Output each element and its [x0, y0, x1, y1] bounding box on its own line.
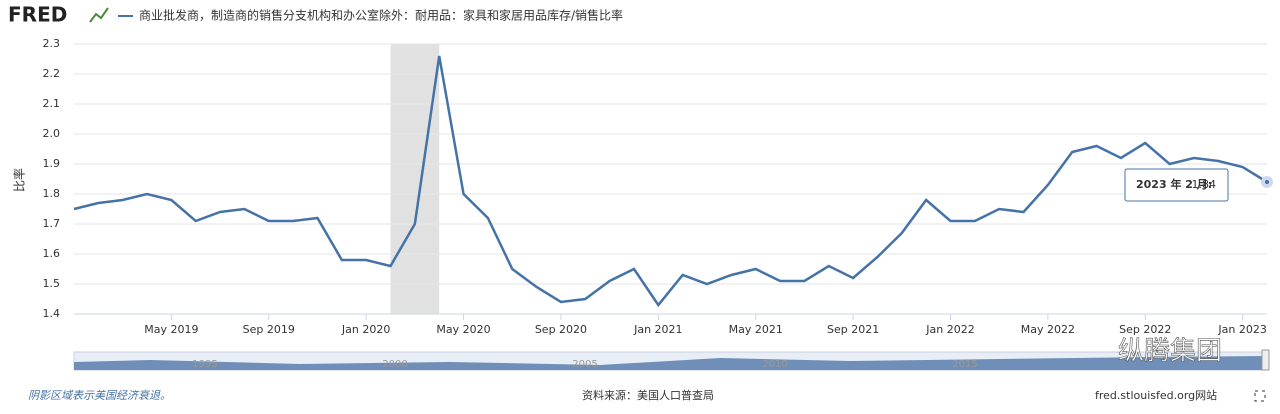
tooltip-box: [1124, 168, 1229, 202]
navigator-label: 2015: [952, 359, 977, 370]
y-tick-label: 1.5: [43, 277, 61, 290]
y-tick-label: 1.8: [43, 187, 61, 200]
x-tick-label: Jan 2022: [925, 323, 974, 336]
logo: FRED: [8, 3, 67, 27]
y-tick-label: 1.4: [43, 307, 61, 320]
x-tick-label: Jan 2020: [341, 323, 390, 336]
recession-shade: [390, 44, 440, 314]
watermark: 纵腾集团: [1118, 337, 1222, 367]
y-tick-label: 1.7: [43, 217, 61, 230]
x-tick-label: Jan 2021: [633, 323, 682, 336]
navigator-handle[interactable]: [1261, 349, 1270, 371]
y-axis-label: 比率: [12, 168, 27, 192]
footer-note: 阴影区域表示美国经济衰退。: [28, 389, 171, 402]
x-tick-label: May 2019: [144, 323, 198, 336]
y-tick-label: 1.6: [43, 247, 61, 260]
tooltip-value: 1.84: [1192, 178, 1217, 191]
x-tick-label: Sep 2019: [243, 323, 295, 336]
navigator-area: [74, 356, 1267, 370]
hover-point: [1261, 176, 1273, 188]
navigator-label: 2010: [762, 359, 787, 370]
footer-source: 资料来源：美国人口普查局: [582, 388, 714, 402]
y-tick-label: 2.1: [43, 97, 61, 110]
x-tick-label: Sep 2022: [1119, 323, 1171, 336]
navigator-label: 2005: [572, 359, 597, 370]
legend-entry: 商业批发商，制造商的销售分支机构和办公室除外：耐用品：家具和家居用品库存/销售比…: [139, 8, 623, 23]
logo-icon: [89, 7, 109, 23]
y-tick-label: 1.9: [43, 157, 61, 170]
x-tick-label: May 2021: [729, 323, 783, 336]
x-tick-label: May 2022: [1021, 323, 1075, 336]
navigator-label: 2000: [382, 359, 407, 370]
tooltip-label: 2023 年 2 月:: [1136, 177, 1212, 191]
footer-site: fred.stlouisfed.org网站: [1095, 388, 1217, 402]
x-tick-label: May 2020: [436, 323, 490, 336]
navigator-label: 1995: [192, 359, 217, 370]
fullscreen-button[interactable]: [1254, 390, 1266, 402]
data-line: [73, 55, 1268, 308]
y-tick-label: 2.2: [43, 67, 61, 80]
y-tick-label: 2.3: [43, 37, 61, 50]
y-tick-label: 2.0: [43, 127, 61, 140]
x-tick-label: Sep 2020: [535, 323, 587, 336]
x-tick-label: Sep 2021: [827, 323, 879, 336]
x-tick-label: Jan 2023: [1217, 323, 1266, 336]
